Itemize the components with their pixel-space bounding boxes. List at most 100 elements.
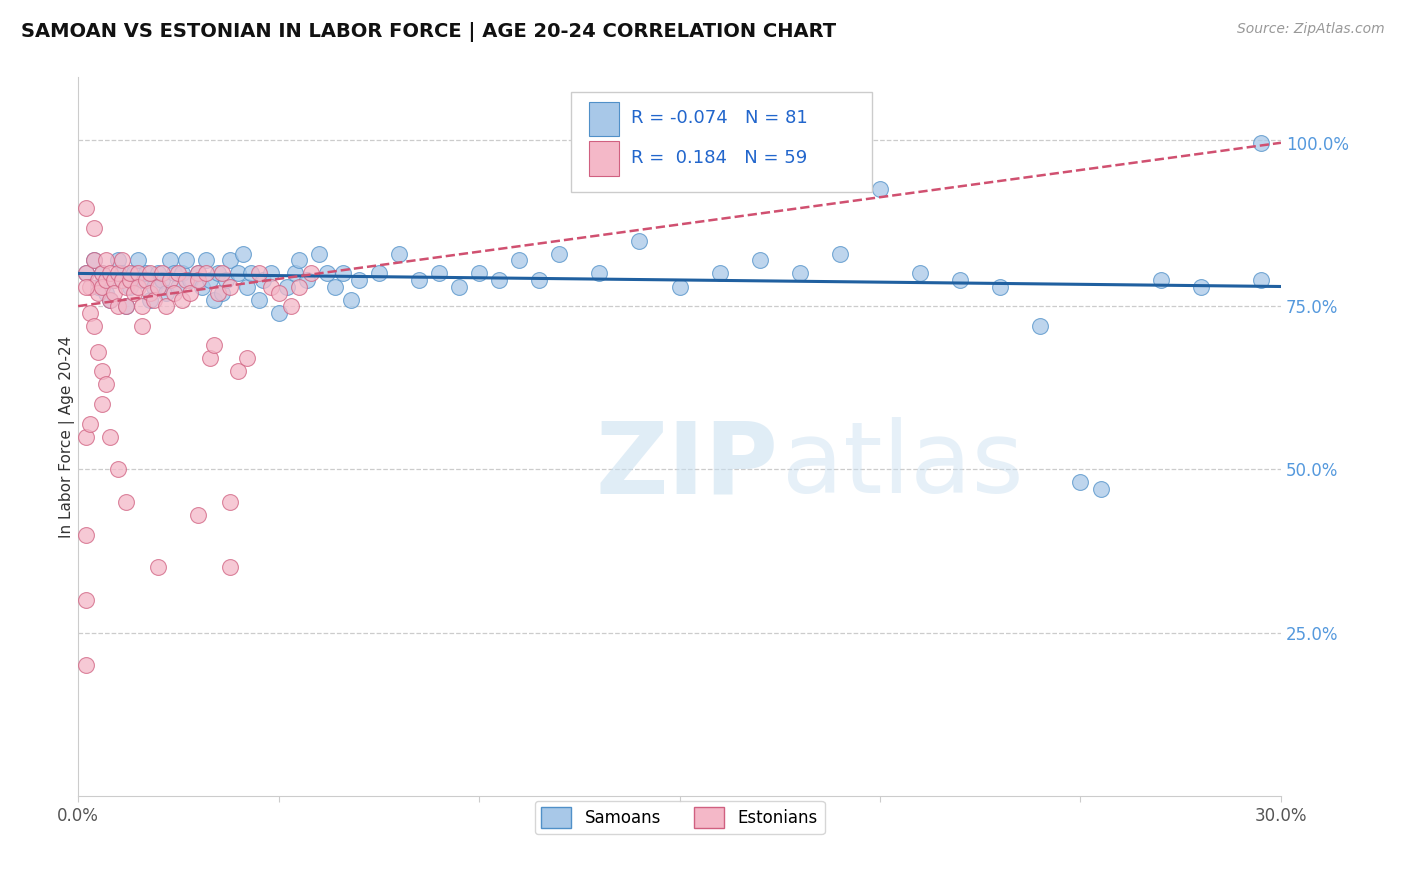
Point bbox=[1250, 273, 1272, 287]
Point bbox=[259, 279, 281, 293]
Point bbox=[139, 286, 162, 301]
Point bbox=[219, 279, 242, 293]
Point bbox=[200, 273, 222, 287]
Point bbox=[1090, 482, 1112, 496]
Point bbox=[276, 279, 298, 293]
Point bbox=[308, 247, 330, 261]
Point bbox=[228, 267, 250, 281]
Point bbox=[295, 273, 318, 287]
Point bbox=[75, 593, 97, 607]
Point bbox=[219, 253, 242, 268]
Point bbox=[96, 253, 118, 268]
Point bbox=[187, 267, 209, 281]
Point bbox=[668, 279, 690, 293]
Point bbox=[172, 267, 194, 281]
Point bbox=[588, 267, 610, 281]
Point bbox=[167, 267, 190, 281]
Text: atlas: atlas bbox=[782, 417, 1024, 514]
Point bbox=[628, 234, 651, 248]
Point bbox=[195, 253, 218, 268]
Text: R =  0.184   N = 59: R = 0.184 N = 59 bbox=[631, 149, 807, 167]
Point bbox=[247, 267, 270, 281]
Point bbox=[869, 181, 891, 195]
Point bbox=[91, 364, 114, 378]
Point bbox=[332, 267, 354, 281]
Point bbox=[75, 528, 97, 542]
Point bbox=[103, 273, 125, 287]
Point bbox=[267, 286, 290, 301]
Point bbox=[150, 273, 173, 287]
Point bbox=[75, 201, 97, 215]
Point bbox=[280, 299, 302, 313]
Point bbox=[339, 293, 361, 307]
Point bbox=[228, 364, 250, 378]
Point bbox=[131, 318, 153, 333]
Point bbox=[176, 273, 198, 287]
Point bbox=[287, 279, 309, 293]
Point bbox=[468, 267, 491, 281]
Point bbox=[103, 286, 125, 301]
Point bbox=[91, 267, 114, 281]
Point bbox=[83, 253, 105, 268]
Point bbox=[143, 293, 166, 307]
Point bbox=[107, 267, 129, 281]
Point bbox=[148, 560, 170, 574]
Point bbox=[235, 279, 257, 293]
Point bbox=[908, 267, 931, 281]
Point bbox=[949, 273, 972, 287]
Point bbox=[988, 279, 1011, 293]
Point bbox=[187, 273, 209, 287]
Point bbox=[211, 286, 233, 301]
Point bbox=[139, 293, 162, 307]
Point bbox=[120, 273, 142, 287]
Point bbox=[87, 344, 110, 359]
Point bbox=[83, 220, 105, 235]
FancyBboxPatch shape bbox=[571, 92, 872, 193]
Point bbox=[315, 267, 337, 281]
Point bbox=[179, 273, 201, 287]
Point bbox=[120, 279, 142, 293]
Point bbox=[1150, 273, 1173, 287]
Point bbox=[488, 273, 510, 287]
Point bbox=[155, 299, 177, 313]
Text: Source: ZipAtlas.com: Source: ZipAtlas.com bbox=[1237, 22, 1385, 37]
Point bbox=[1029, 318, 1052, 333]
Point bbox=[207, 286, 229, 301]
Point bbox=[98, 293, 121, 307]
Point bbox=[96, 273, 118, 287]
Point bbox=[79, 305, 101, 319]
Bar bbox=[589, 102, 620, 136]
Point bbox=[447, 279, 470, 293]
Point bbox=[83, 318, 105, 333]
Point bbox=[529, 273, 551, 287]
Point bbox=[115, 299, 138, 313]
Point bbox=[207, 267, 229, 281]
Point bbox=[508, 253, 530, 268]
Point bbox=[155, 286, 177, 301]
Point bbox=[131, 299, 153, 313]
Point bbox=[1069, 475, 1091, 490]
Point bbox=[96, 377, 118, 392]
Point bbox=[187, 267, 209, 281]
Point bbox=[75, 658, 97, 673]
Point bbox=[163, 267, 186, 281]
Point bbox=[150, 267, 173, 281]
Point bbox=[87, 286, 110, 301]
Point bbox=[231, 247, 253, 261]
Point bbox=[111, 253, 134, 268]
Point bbox=[122, 286, 145, 301]
Point bbox=[163, 286, 186, 301]
Point bbox=[91, 397, 114, 411]
Point bbox=[191, 279, 214, 293]
Point bbox=[252, 273, 274, 287]
Point bbox=[548, 247, 571, 261]
Y-axis label: In Labor Force | Age 20-24: In Labor Force | Age 20-24 bbox=[59, 335, 75, 538]
Point bbox=[115, 279, 138, 293]
Point bbox=[75, 430, 97, 444]
Point bbox=[115, 495, 138, 509]
Point bbox=[239, 267, 262, 281]
Point bbox=[299, 267, 322, 281]
Point bbox=[131, 273, 153, 287]
Point bbox=[259, 267, 281, 281]
Point bbox=[828, 247, 851, 261]
